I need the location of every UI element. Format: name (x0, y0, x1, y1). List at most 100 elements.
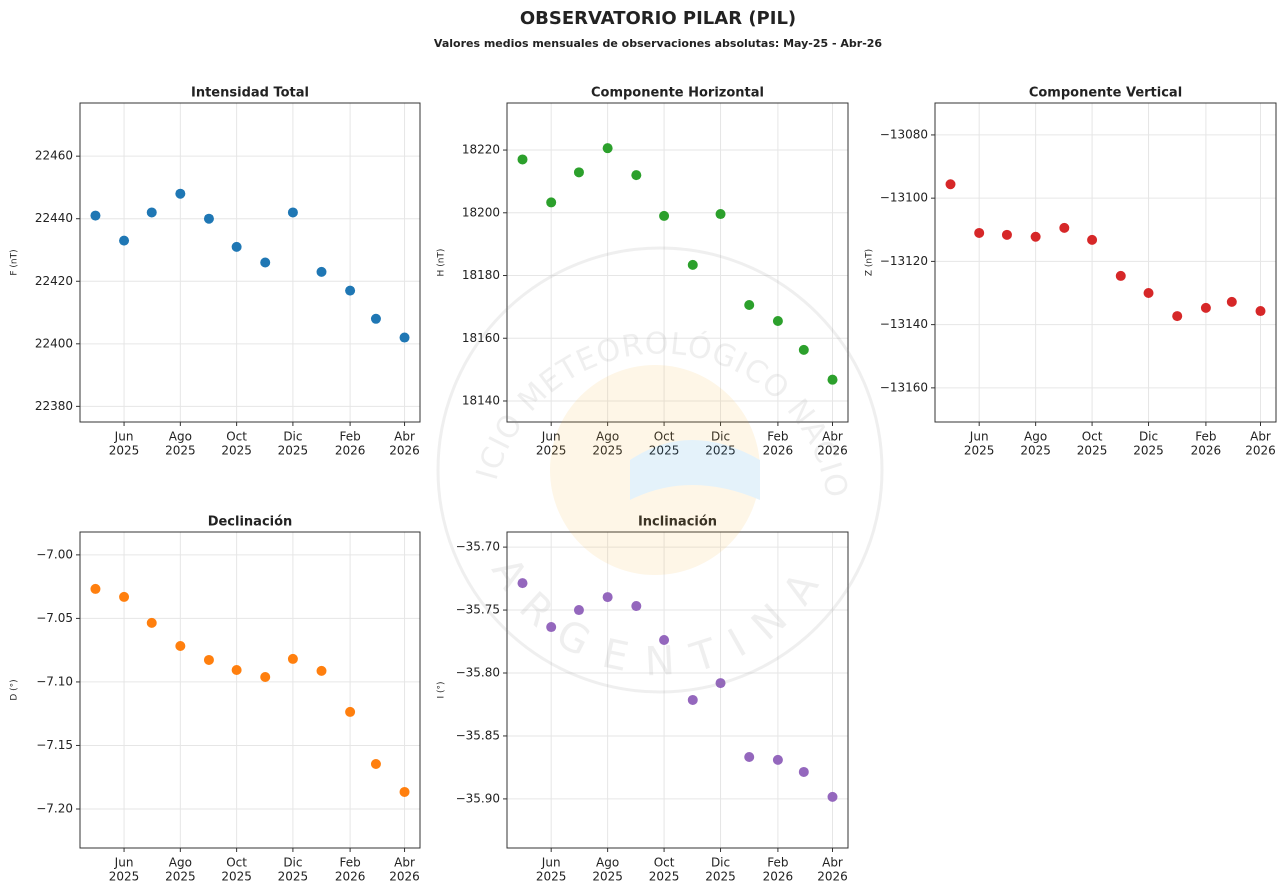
subplot-title: Declinación (208, 515, 293, 530)
x-tick-label: Jun (541, 430, 561, 444)
subplot: −13160−13140−13120−13100−13080Jun2025Ago… (865, 86, 1277, 458)
data-point (370, 313, 381, 324)
data-point (175, 640, 186, 651)
y-tick-label: −13140 (880, 317, 928, 331)
y-tick-label: 18220 (462, 143, 500, 157)
data-point (1030, 231, 1041, 242)
x-tick-label: 2025 (278, 870, 309, 884)
x-tick-label: Oct (654, 856, 675, 870)
x-tick-label: 2026 (389, 870, 420, 884)
data-point (945, 179, 956, 190)
figure-subtitle: Valores medios mensuales de observacione… (434, 37, 883, 50)
x-tick-label: 2025 (592, 870, 623, 884)
data-point (631, 170, 642, 181)
data-point (1200, 302, 1211, 313)
x-tick-label: 2026 (817, 444, 848, 458)
y-tick-label: 22400 (35, 336, 73, 350)
plot-area (80, 103, 420, 422)
y-tick-label: −35.75 (456, 603, 500, 617)
axes-frame (934, 102, 1277, 423)
x-tick-label: Abr (1250, 430, 1271, 444)
data-point (631, 601, 642, 612)
subplot-title: Componente Horizontal (591, 86, 764, 101)
x-tick-label: 2026 (1191, 444, 1222, 458)
data-point (260, 257, 271, 268)
data-point (119, 591, 130, 602)
x-tick-label: Feb (767, 430, 788, 444)
x-tick-label: 2025 (221, 870, 252, 884)
x-tick-label: Feb (1195, 430, 1216, 444)
x-tick-label: 2025 (536, 444, 567, 458)
y-tick-label: −7.20 (36, 801, 73, 815)
data-point (316, 665, 327, 676)
y-tick-label: 22380 (35, 399, 73, 413)
x-tick-label: 2026 (335, 870, 366, 884)
x-tick-label: Oct (226, 430, 247, 444)
y-tick-label: −7.00 (36, 547, 73, 561)
x-tick-label: 2026 (817, 870, 848, 884)
data-point (260, 671, 271, 682)
x-tick-label: 2026 (389, 444, 420, 458)
axes-frame (506, 102, 849, 423)
x-tick-label: Abr (822, 856, 843, 870)
x-tick-label: 2025 (109, 444, 140, 458)
x-tick-label: Ago (596, 430, 619, 444)
data-point (1226, 296, 1237, 307)
data-point (1172, 311, 1183, 322)
data-point (399, 332, 410, 343)
x-tick-label: Abr (394, 430, 415, 444)
x-tick-label: 2025 (536, 870, 567, 884)
y-axis-label: F (nT) (10, 249, 20, 275)
x-tick-label: 2025 (1077, 444, 1108, 458)
x-tick-label: Jun (541, 856, 561, 870)
data-point (974, 227, 985, 238)
data-point (798, 766, 809, 777)
data-point (175, 188, 186, 199)
subplot-title: Inclinación (638, 515, 717, 530)
data-point (659, 635, 670, 646)
x-tick-label: Feb (767, 856, 788, 870)
data-point (772, 754, 783, 765)
x-tick-label: Ago (1024, 430, 1047, 444)
x-tick-label: Abr (394, 856, 415, 870)
y-tick-label: 18160 (462, 331, 500, 345)
y-axis-label: I (°) (437, 681, 447, 698)
x-tick-label: Feb (339, 430, 360, 444)
data-point (1115, 270, 1126, 281)
x-tick-label: 2025 (592, 444, 623, 458)
y-tick-label: 22420 (35, 274, 73, 288)
data-point (203, 213, 214, 224)
axes-frame (79, 531, 421, 849)
x-tick-label: 2025 (705, 870, 736, 884)
data-point (546, 197, 557, 208)
x-tick-label: Oct (654, 430, 675, 444)
data-point (687, 694, 698, 705)
axes-frame (79, 102, 421, 423)
x-tick-label: Abr (822, 430, 843, 444)
x-tick-label: 2025 (649, 444, 680, 458)
y-tick-label: −35.85 (456, 728, 500, 742)
x-tick-label: 2025 (165, 870, 196, 884)
subplot: 1814018160181801820018220Jun2025Ago2025O… (437, 86, 849, 458)
x-tick-label: Dic (283, 856, 302, 870)
data-point (602, 592, 613, 603)
plot-area (935, 103, 1276, 422)
plot-area (507, 103, 848, 422)
data-point (146, 207, 157, 218)
data-point (546, 622, 557, 633)
data-point (203, 654, 214, 665)
data-point (90, 210, 101, 221)
data-point (517, 154, 528, 165)
data-point (827, 374, 838, 385)
x-tick-label: 2025 (649, 870, 680, 884)
x-tick-label: Dic (711, 856, 730, 870)
y-axis-label: H (nT) (437, 249, 447, 277)
data-point (287, 653, 298, 664)
data-point (1059, 222, 1070, 233)
data-point (1087, 234, 1098, 245)
y-tick-label: 22460 (35, 149, 73, 163)
x-tick-label: Jun (114, 430, 134, 444)
x-tick-label: 2025 (1133, 444, 1164, 458)
y-axis-label: Z (nT) (865, 249, 875, 276)
